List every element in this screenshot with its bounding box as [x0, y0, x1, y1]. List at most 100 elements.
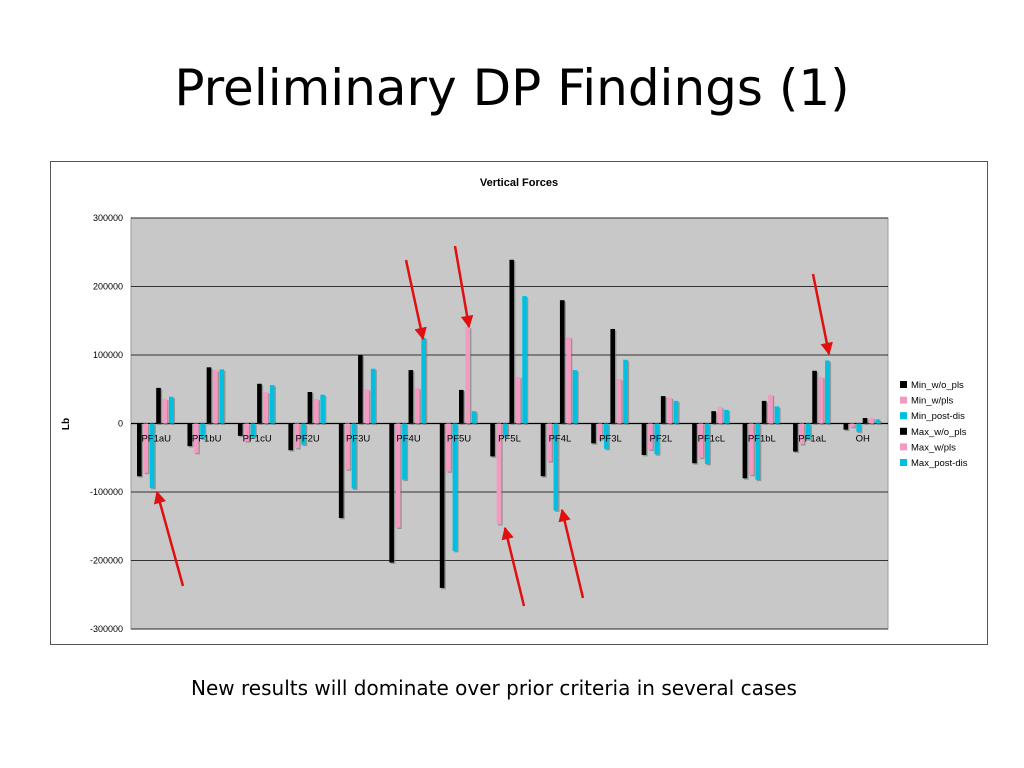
- bar-pf1au-min-w-pls: [143, 423, 150, 475]
- bar-pf2l-min-post-dis: [654, 423, 661, 456]
- bar-oh-min-post-dis: [856, 423, 863, 434]
- bar-pf4l-max-w-pls: [566, 337, 573, 425]
- y-tick-label: 0: [118, 419, 123, 429]
- legend-swatch: [900, 381, 907, 388]
- bar-pf1au-max-w-pls: [162, 398, 169, 425]
- category-label: PF1aL: [798, 434, 826, 445]
- bar-pf1cu-min-post-dis: [250, 423, 257, 439]
- bar-pf3l-max-w-pls: [616, 378, 623, 425]
- bar-pf1cl-min-w-o-pls: [692, 423, 699, 465]
- bar-pf5l-min-post-dis: [503, 423, 510, 438]
- bar-pf5u-max-w-o-pls: [459, 389, 465, 425]
- bar-pf3l-min-w-o-pls: [591, 423, 598, 445]
- bar-pf1cl-max-w-pls: [717, 407, 724, 425]
- bar-pf2u-max-w-pls: [314, 398, 320, 425]
- bar-oh-max-w-pls: [869, 418, 876, 425]
- annotation-arrows: [153, 245, 833, 607]
- bar-pf1au-min-w-o-pls: [137, 423, 143, 478]
- bar-pf2u-max-post-dis: [320, 394, 327, 425]
- bar-pf2l-max-post-dis: [673, 400, 680, 425]
- bar-pf1bu-min-w-pls: [193, 423, 200, 455]
- bar-pf1au-min-post-dis: [149, 423, 156, 490]
- category-label: PF5U: [447, 434, 471, 445]
- bar-pf1cl-min-post-dis: [704, 423, 711, 466]
- bar-pf1bl-max-w-pls: [768, 394, 775, 425]
- grid-layer: [131, 217, 888, 630]
- bar-pf3l-min-w-pls: [597, 423, 604, 441]
- bar-pf3u-min-w-o-pls: [338, 423, 345, 520]
- y-tick-label: -200000: [90, 556, 123, 566]
- bar-pf1bu-max-post-dis: [219, 369, 226, 425]
- category-label: PF1cU: [243, 434, 272, 445]
- category-label: PF2U: [295, 434, 319, 445]
- bar-pf1au-max-w-o-pls: [156, 387, 163, 425]
- bar-pf3u-max-post-dis: [370, 368, 377, 425]
- category-label: PF1cL: [698, 434, 725, 445]
- bar-pf1cl-max-w-o-pls: [711, 411, 718, 425]
- category-label: PF1aU: [141, 434, 171, 445]
- bar-oh-max-w-o-pls: [862, 418, 869, 425]
- slide-title: Preliminary DP Findings (1): [174, 59, 850, 117]
- bar-pf1bl-min-w-o-pls: [742, 423, 749, 480]
- bar-pf3u-min-w-pls: [345, 423, 352, 471]
- bar-pf4l-min-w-o-pls: [540, 423, 547, 478]
- bar-pf5u-min-w-pls: [446, 423, 453, 473]
- bar-pf4l-min-w-pls: [547, 423, 554, 463]
- bar-pf1cu-max-w-o-pls: [257, 383, 264, 425]
- bar-oh-min-w-o-pls: [843, 423, 850, 432]
- y-tick-label: 100000: [93, 350, 123, 360]
- bar-pf4u-min-w-o-pls: [389, 423, 396, 564]
- bar-pf4l-max-w-o-pls: [559, 300, 566, 425]
- legend-swatch: [900, 443, 907, 451]
- bar-pf1al-min-w-pls: [799, 423, 806, 446]
- bar-pf4u-max-w-o-pls: [408, 370, 415, 425]
- bar-pf1al-max-w-o-pls: [812, 370, 819, 425]
- y-tick-label: 200000: [93, 282, 123, 292]
- bar-pf4u-min-post-dis: [402, 423, 409, 482]
- legend-entry: Max_w/o_pls: [911, 427, 967, 438]
- bar-pf3l-min-post-dis: [604, 423, 610, 451]
- category-labels: PF1aU PF1bU PF1cU PF2U PF3U PF4U PF5U PF5L PF4L P…: [141, 434, 870, 445]
- legend-entry: Max_w/pls: [911, 442, 956, 453]
- legend: Min_w/o_pls Min_w/pls Min_post-dis Max_w/o_…: [900, 380, 968, 469]
- legend-entry: Max_post-dis: [911, 458, 968, 469]
- bar-pf3u-max-w-pls: [364, 389, 371, 425]
- bar-pf2l-max-w-o-pls: [660, 396, 667, 425]
- bar-pf2l-max-w-pls: [667, 397, 674, 425]
- bar-pf5l-max-post-dis: [522, 296, 529, 425]
- legend-swatch: [900, 412, 907, 420]
- bar-pf1al-max-post-dis: [825, 360, 832, 425]
- bar-pf1cu-max-w-pls: [263, 391, 270, 425]
- red-arrow-annotation: [501, 526, 526, 607]
- bar-pf1cl-min-w-pls: [698, 423, 705, 460]
- legend-entry: Min_w/o_pls: [911, 380, 964, 391]
- bar-pf4u-max-w-pls: [414, 387, 421, 425]
- red-arrow-annotation: [453, 245, 474, 329]
- bar-pf1bu-min-post-dis: [200, 423, 207, 440]
- red-arrow-annotation: [404, 259, 427, 341]
- red-arrow-annotation: [811, 273, 833, 356]
- bar-pf3l-max-post-dis: [623, 359, 630, 425]
- y-tick-label: -100000: [90, 487, 123, 497]
- bar-pf5u-max-post-dis: [471, 411, 478, 425]
- slide-caption: New results will dominate over prior cri…: [191, 676, 797, 700]
- bar-pf5l-min-w-pls: [496, 423, 503, 526]
- bar-pf1bu-max-w-o-pls: [206, 367, 213, 425]
- bar-pf5l-max-w-pls: [515, 376, 522, 425]
- category-label: PF2L: [650, 434, 673, 445]
- chart-title: Vertical Forces: [480, 177, 558, 189]
- bar-pf1al-min-post-dis: [805, 423, 812, 441]
- legend-swatch: [900, 427, 907, 435]
- bar-pf2l-min-w-pls: [648, 423, 655, 451]
- bar-pf1bu-max-w-pls: [213, 370, 220, 425]
- red-arrow-annotation: [153, 490, 185, 587]
- legend-entry: Min_w/pls: [911, 396, 953, 407]
- bar-pf1bl-min-post-dis: [755, 423, 762, 482]
- bar-pf2u-min-w-pls: [294, 423, 301, 450]
- y-tick-label: 300000: [93, 213, 123, 223]
- bar-pf1au-max-post-dis: [169, 396, 175, 425]
- category-label: PF3U: [346, 434, 370, 445]
- bar-pf5u-max-w-pls: [465, 326, 472, 425]
- bar-pf2u-min-w-o-pls: [288, 423, 295, 452]
- legend-swatch: [900, 396, 907, 404]
